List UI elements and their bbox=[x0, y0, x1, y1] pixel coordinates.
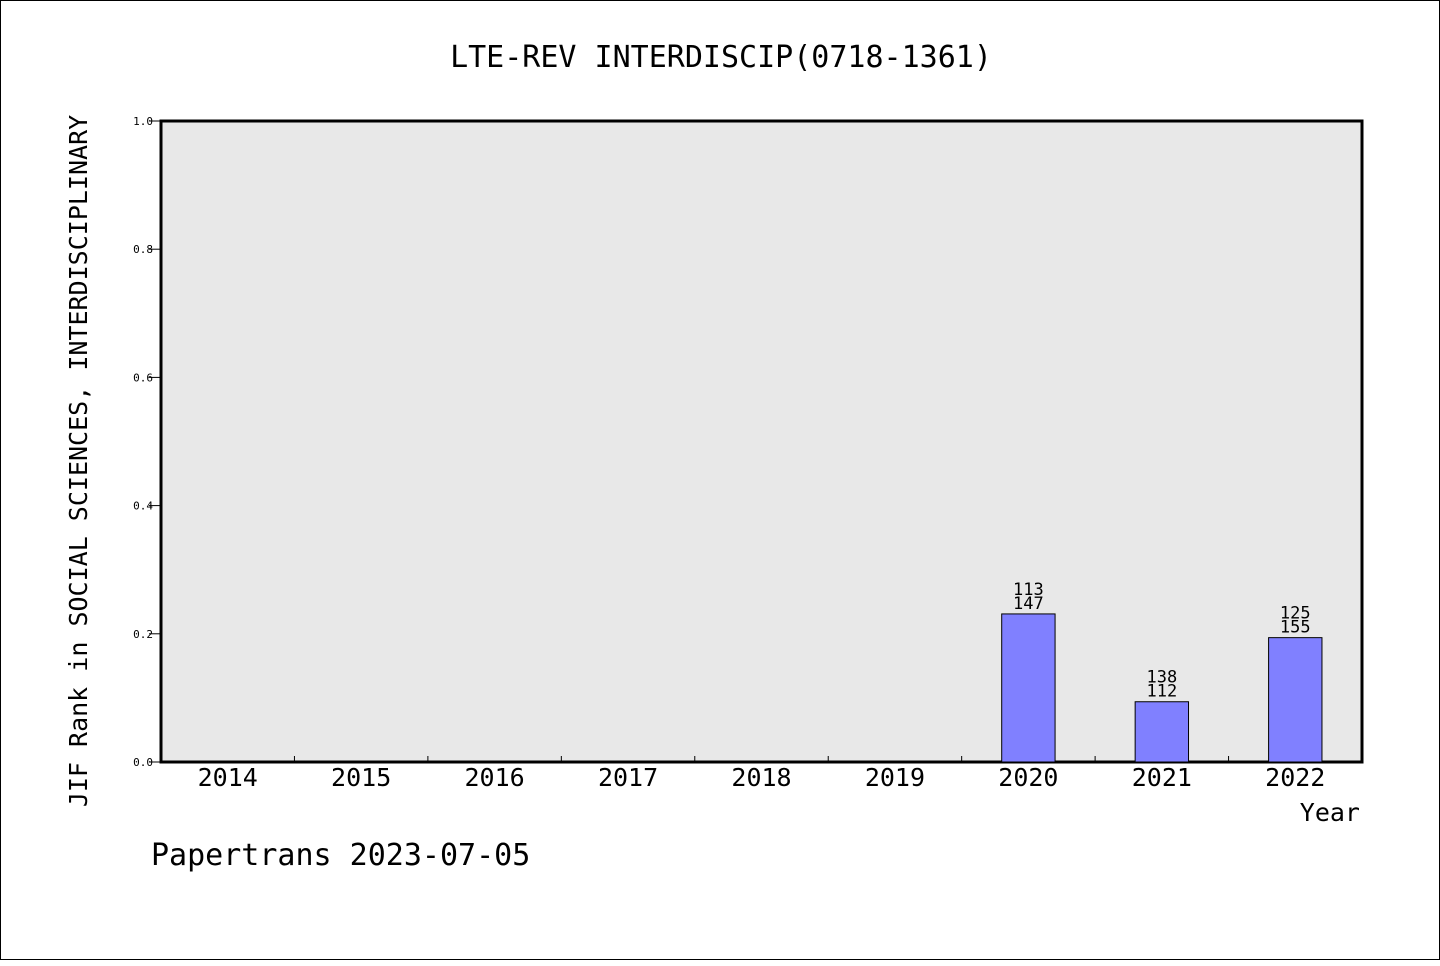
y-tick-label: 0.6 bbox=[133, 371, 153, 384]
x-tick-label: 2018 bbox=[731, 763, 791, 792]
x-tick-label: 2015 bbox=[331, 763, 391, 792]
plot-area bbox=[159, 119, 1364, 764]
bar-label-top: 138 bbox=[1146, 668, 1177, 688]
footer-credit: Papertrans 2023-07-05 bbox=[151, 838, 530, 873]
bar-2020 bbox=[1001, 613, 1056, 763]
y-axis-label: JIF Rank in SOCIAL SCIENCES, INTERDISCIP… bbox=[64, 115, 93, 807]
y-tick-label: 0.8 bbox=[133, 243, 153, 256]
chart-title: LTE-REV INTERDISCIP(0718-1361) bbox=[450, 40, 992, 75]
y-tick-label: 0.2 bbox=[133, 628, 153, 641]
y-tick-label: 0.0 bbox=[133, 756, 153, 769]
bar-label-top: 125 bbox=[1280, 604, 1311, 624]
bar-2022 bbox=[1268, 637, 1323, 763]
bar-label-bottom: 155 bbox=[1280, 618, 1311, 638]
bar-2021 bbox=[1134, 701, 1190, 763]
y-tick-label: 1.0 bbox=[133, 115, 153, 128]
x-tick-label: 2022 bbox=[1265, 763, 1325, 792]
x-tick-label: 2016 bbox=[465, 763, 525, 792]
x-axis-label: Year bbox=[1300, 798, 1360, 827]
y-tick-label: 0.4 bbox=[133, 500, 153, 513]
x-tick-label: 2021 bbox=[1132, 763, 1192, 792]
y-axis-ticks: 0.0 0.2 0.4 0.6 0.8 1.0 bbox=[133, 115, 161, 769]
bar-label-top: 113 bbox=[1013, 580, 1044, 600]
x-tick-label: 2014 bbox=[198, 763, 258, 792]
x-tick-label: 2020 bbox=[998, 763, 1058, 792]
x-tick-label: 2017 bbox=[598, 763, 658, 792]
bar-label-bottom: 112 bbox=[1146, 682, 1177, 702]
x-axis-ticks: 2014 2015 2016 2017 2018 2019 2020 2021 2022 bbox=[198, 756, 1325, 792]
bar-label-bottom: 147 bbox=[1013, 594, 1044, 614]
x-tick-label: 2019 bbox=[865, 763, 925, 792]
